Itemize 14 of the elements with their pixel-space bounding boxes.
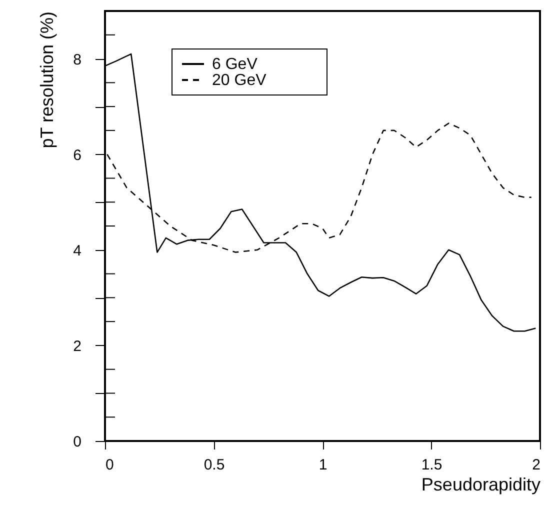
y-tick-label: 8: [73, 51, 82, 68]
y-tick-label: 2: [73, 338, 82, 355]
x-tick-label: 2: [532, 456, 540, 474]
y-tick-label: 0: [73, 434, 82, 450]
x-axis-title: Pseudorapidity: [421, 474, 540, 494]
legend-label: 6 GeV: [212, 56, 258, 73]
x-tick-label: 1: [318, 456, 328, 474]
legend-label: 20 GeV: [212, 72, 267, 89]
x-tick-label: 0: [106, 456, 114, 474]
y-tick-label: 4: [73, 242, 82, 260]
x-tick-label: 0.5: [204, 456, 225, 474]
y-axis-title: pT resolution (%): [37, 12, 58, 148]
x-tick-label: 1.5: [421, 456, 442, 474]
y-tick-label: 6: [73, 146, 82, 164]
